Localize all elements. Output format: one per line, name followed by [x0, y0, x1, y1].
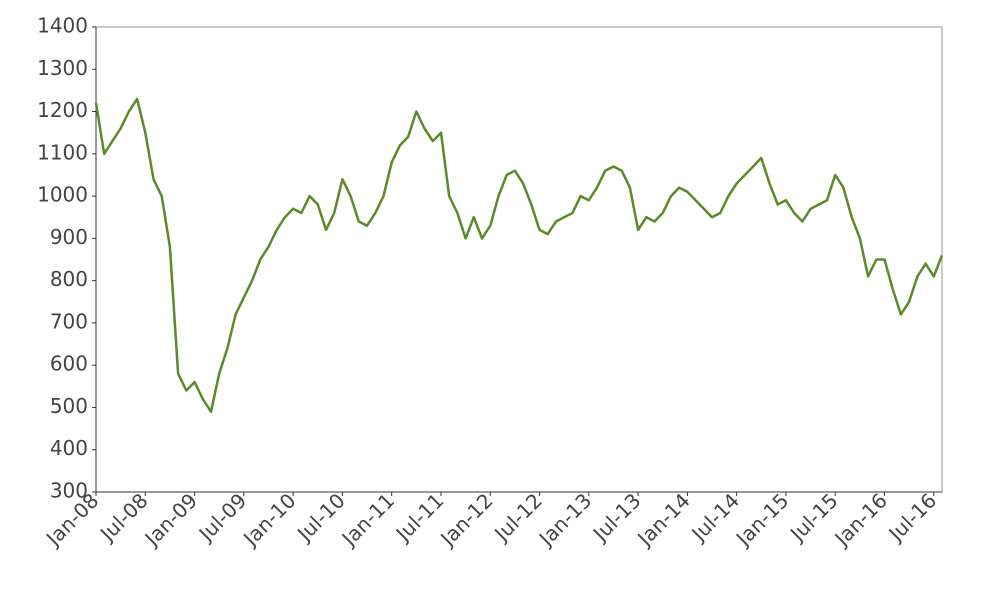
y-tick-label: 1100: [37, 140, 88, 164]
y-tick-label: 300: [50, 479, 88, 503]
x-tick-label: Jul-16: [883, 488, 942, 547]
x-tick-label: Jan-15: [730, 488, 793, 551]
data-line: [94, 97, 944, 413]
x-tick-label: Jan-14: [632, 488, 695, 551]
x-tick-label: Jan-10: [237, 488, 300, 551]
y-tick-label: 400: [50, 436, 88, 460]
x-tick-label: Jan-11: [336, 488, 399, 551]
x-tick-label: Jan-16: [829, 488, 892, 551]
y-tick-label: 1400: [37, 14, 88, 38]
x-tick-label: Jan-13: [533, 488, 596, 551]
y-tick-label: 600: [50, 352, 88, 376]
plot-frame: [95, 26, 943, 493]
y-tick-label: 500: [50, 394, 88, 418]
y-tick-label: 900: [50, 225, 88, 249]
x-tick-label: Jan-09: [139, 488, 202, 551]
y-tick-label: 800: [50, 267, 88, 291]
y-tick-label: 1300: [37, 56, 88, 80]
y-tick-label: 1000: [37, 183, 88, 207]
y-tick-label: 1200: [37, 98, 88, 122]
x-tick-label: Jan-12: [434, 488, 497, 551]
y-tick-label: 700: [50, 309, 88, 333]
